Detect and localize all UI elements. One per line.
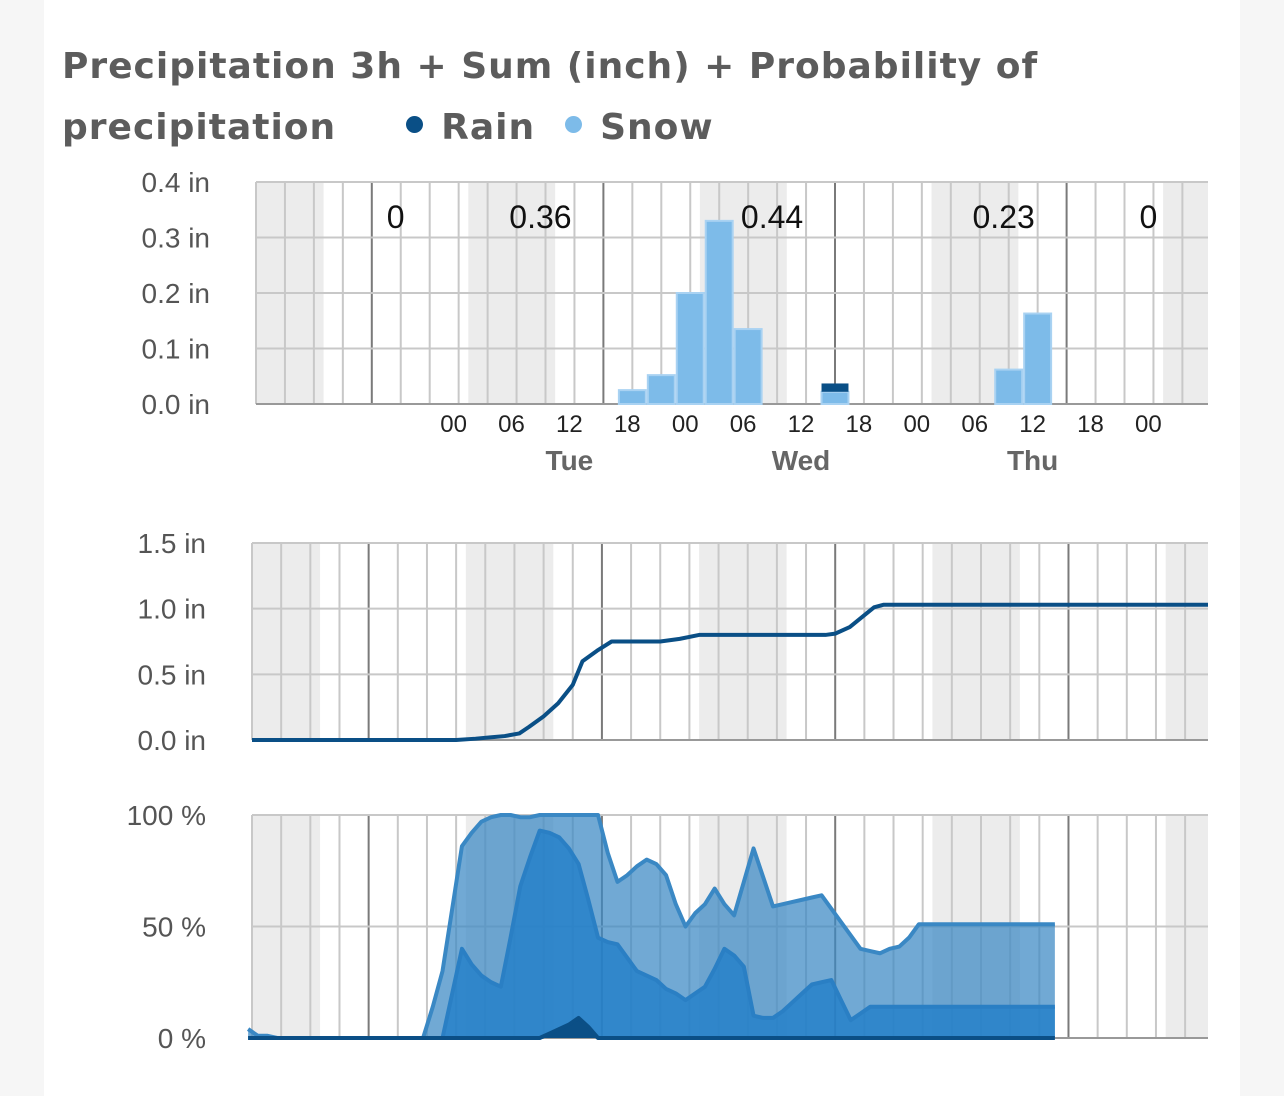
night-band: [699, 543, 787, 740]
x-tick-label: 12: [1019, 411, 1046, 438]
y-tick-label: 0.0 in: [138, 725, 207, 756]
day-label: Wed: [772, 445, 831, 476]
night-band: [252, 543, 321, 740]
y-tick-label: 0.3 in: [142, 223, 211, 254]
daily-sum-label: 0: [1140, 199, 1158, 235]
day-label: Thu: [1007, 445, 1058, 476]
snow-bar: [1023, 312, 1053, 405]
chart-title: Precipitation 3h + Sum (inch) + Probabil…: [62, 36, 1062, 158]
panel-2-frame: [251, 543, 1208, 740]
snow-bar: [994, 368, 1024, 405]
legend: Rain Snow: [406, 97, 744, 158]
snow-bar: [733, 328, 763, 406]
y-tick-label: 50 %: [142, 912, 206, 943]
legend-item-rain[interactable]: Rain: [406, 97, 535, 158]
probability-total-area: [248, 815, 1055, 1038]
y-tick-label: 0.1 in: [142, 334, 211, 365]
night-band: [465, 543, 554, 740]
daily-sum-label: 0.36: [509, 199, 571, 235]
probability-rain-line: [248, 1015, 1055, 1040]
daily-sum-label: 0.44: [741, 199, 803, 235]
daily-sum-label: 0: [387, 199, 405, 235]
x-tick-label: 00: [1135, 411, 1162, 438]
y-tick-label: 0.0 in: [142, 389, 211, 420]
x-tick-label: 00: [440, 411, 467, 438]
legend-label-rain: Rain: [441, 107, 536, 148]
x-tick-label: 12: [788, 411, 815, 438]
x-tick-label: 12: [556, 411, 583, 438]
day-label: Tue: [546, 445, 594, 476]
x-tick-label: 18: [846, 411, 873, 438]
rain-bar: [821, 383, 849, 392]
chart-title-text: Precipitation 3h + Sum (inch) + Probabil…: [62, 46, 1039, 148]
x-tick-label: 06: [961, 411, 988, 438]
snow-bar: [820, 390, 850, 406]
probability-snow-area: [248, 830, 1055, 1038]
y-tick-label: 100 %: [127, 800, 206, 831]
snow-bar: [617, 389, 647, 405]
x-tick-label: 06: [730, 411, 757, 438]
snow-bar: [646, 374, 676, 406]
night-band: [932, 543, 1020, 740]
x-tick-label: 06: [498, 411, 525, 438]
night-band: [1165, 543, 1208, 740]
legend-dot-rain: [406, 116, 424, 133]
legend-dot-snow: [565, 116, 583, 133]
daily-sum-label: 0.23: [973, 199, 1035, 235]
y-tick-label: 0.5 in: [138, 659, 207, 690]
y-tick-label: 1.0 in: [138, 594, 207, 625]
y-tick-label: 0.2 in: [142, 278, 211, 309]
x-tick-label: 00: [672, 411, 699, 438]
x-tick-label: 18: [1077, 411, 1104, 438]
x-tick-label: 00: [903, 411, 930, 438]
snow-bar: [675, 292, 705, 405]
snow-bar: [704, 219, 734, 405]
sum-line: [252, 602, 1208, 742]
y-tick-label: 0.4 in: [142, 167, 211, 198]
y-tick-label: 0 %: [158, 1023, 206, 1054]
x-tick-label: 18: [614, 411, 641, 438]
legend-label-snow: Snow: [600, 107, 714, 148]
y-tick-label: 1.5 in: [138, 528, 207, 559]
legend-item-snow[interactable]: Snow: [565, 97, 714, 158]
